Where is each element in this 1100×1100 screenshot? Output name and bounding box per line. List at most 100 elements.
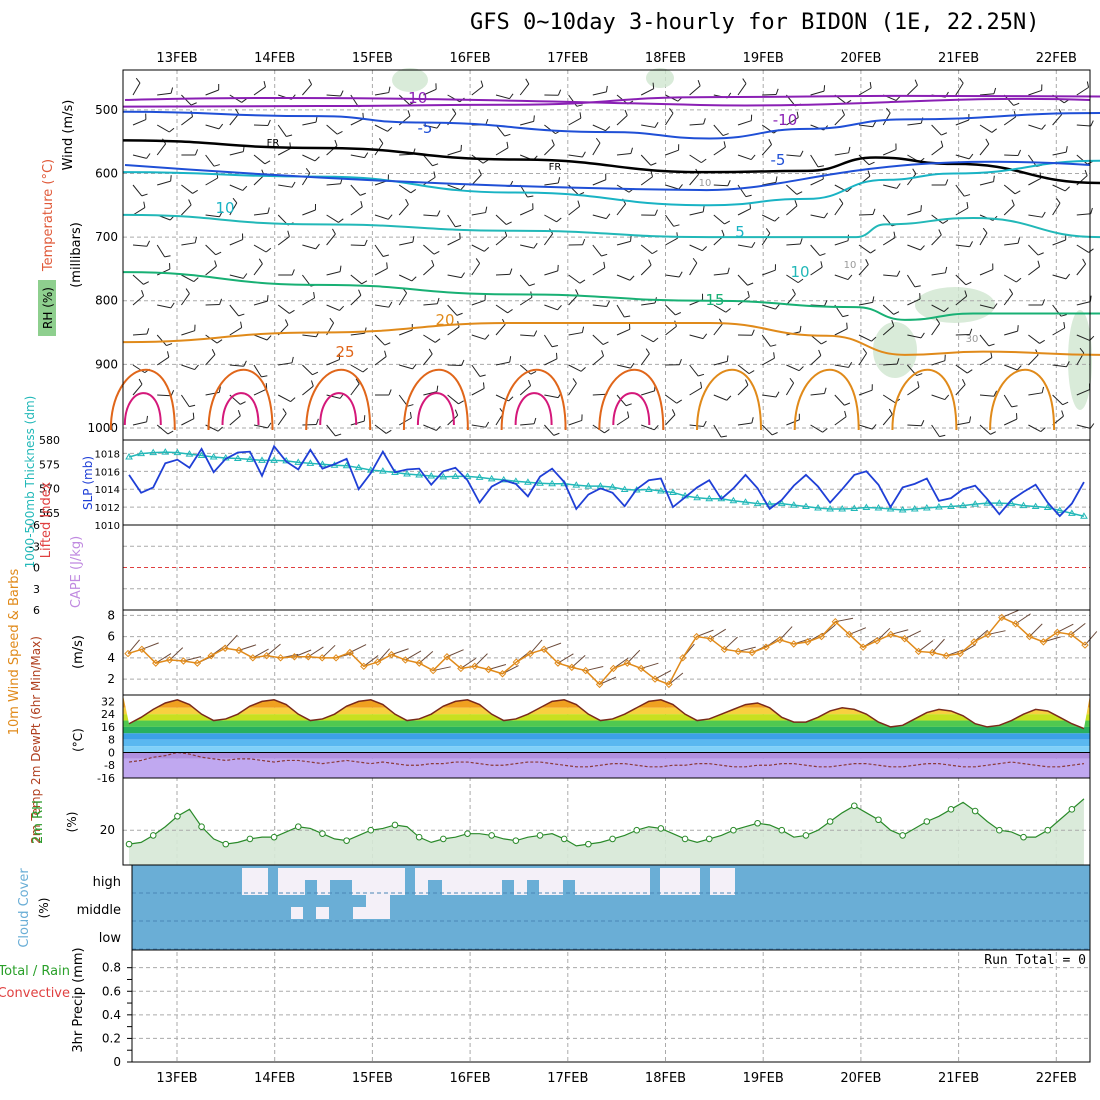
wind-barb-flag [525,78,530,85]
precip-tick-label: 0.4 [102,1008,121,1022]
pressure-tick-label: 700 [95,230,118,244]
wind-barb-flag [703,420,707,427]
wind-speed-marker [332,654,340,662]
wind-barb-flag [232,197,238,204]
rh-shade [873,322,917,378]
wind-speed-marker [387,650,396,659]
cape-ylabel: CAPE (J/kg) [69,536,84,608]
wind-barb [253,424,268,429]
wind-barb-flag [405,198,409,205]
wind-barb-flag [436,297,440,304]
wind-barb-flag [702,333,708,339]
wind-speed-marker [207,651,215,660]
wind-barb-flag [410,188,417,194]
thickness-marker [862,503,871,511]
temp-ylabel: 2m Temp 2m DewPt (6hr Min/Max) [29,636,43,844]
wind-barb-10m [641,662,659,669]
wind-barb [519,296,533,306]
wind-barb-flag [364,152,369,158]
wind-barb-flag [388,86,391,93]
wind-barb-10m [918,640,934,652]
thickness-marker [632,486,641,493]
wind-barb-flag [263,81,266,88]
wind-barb [181,94,192,106]
wind-barb-flag [872,296,875,303]
wind-speed-marker [1081,641,1089,649]
thickness-marker [995,499,1004,506]
wind-barb-flag [355,378,360,385]
temp-tick-label: 8 [108,734,115,747]
wind-barb-flag [216,339,223,344]
wind-barb [931,304,945,313]
wind-barb [592,355,604,366]
wind-barb [955,244,970,248]
precip-tick-label: 0.8 [102,961,121,975]
wind-barb-flag [143,201,146,208]
wind-barb-10m [1043,636,1061,643]
rh-marker [681,835,689,843]
wind-barb [906,274,916,288]
wind-ylabel: 10m Wind Speed & Barbs [7,569,22,736]
wind-barb-flag [1084,169,1088,176]
wind-speed-marker [942,651,951,660]
wind-barb-flag [359,192,366,196]
wind-barb [447,414,459,426]
rh-marker [947,806,955,813]
wind-barb-flag [170,87,174,94]
wind-barb-10m [543,642,562,650]
surface-warm-loop [598,369,665,431]
wind-barb-flag [358,289,362,296]
wind-barb [592,91,607,96]
wind-barb [519,208,534,216]
wind-barb-flag [920,245,925,251]
wind-barb-flag [969,328,973,335]
wind-barb [858,389,873,396]
rh-marker [1068,806,1076,813]
wind-barb [1052,304,1062,317]
wind-barb [229,274,244,279]
wind-speed-marker [692,632,701,641]
wind-barb [1076,244,1089,253]
wind-barb-flag [1088,248,1094,253]
wind-barb [713,323,723,336]
wind-tick-label: 4 [107,651,115,665]
wind-barb-10m [849,627,867,635]
wind-barb [737,244,752,248]
thickness-marker [572,481,581,488]
wind-barb-flag [896,358,900,365]
wind-barb-flag [896,183,901,189]
wind-barb [374,356,387,366]
wind-barb [810,90,825,96]
cloud-middle-clear [366,895,390,919]
wind-barb-flag [601,253,608,257]
wind-barb [1003,204,1015,216]
wind-barb [544,394,559,399]
wind-barb-flag [651,250,658,255]
wind-barb-flag [458,400,464,405]
wind-speed-marker [651,675,659,683]
wind-barb-flag [509,93,514,99]
thickness-marker [910,504,919,512]
wind-speed-marker [179,657,188,665]
wind-barb-flag [745,379,749,386]
rh-marker [899,832,906,839]
wind-barb [277,394,291,403]
wind-barb [568,364,582,372]
thickness-marker [777,499,786,507]
thickness-marker [354,463,363,471]
wind-barb [665,149,679,156]
wind-barb-flag [305,168,311,174]
wind-barb [1028,392,1043,396]
wind-barb-flag [266,335,272,341]
precip-tick-label: 0 [113,1055,121,1069]
wind-barb-10m [363,655,379,667]
wind-barb-flag [1061,410,1064,417]
thickness-marker [427,471,436,479]
wind-barb-flag [240,321,243,328]
wind-barb-flag [630,362,635,369]
wind-barb-10m [1001,609,1019,618]
wind-barb [568,117,582,126]
temp-yunit: (°C) [71,728,85,752]
wind-barb-flag [824,387,827,394]
rh-marker [875,816,882,824]
